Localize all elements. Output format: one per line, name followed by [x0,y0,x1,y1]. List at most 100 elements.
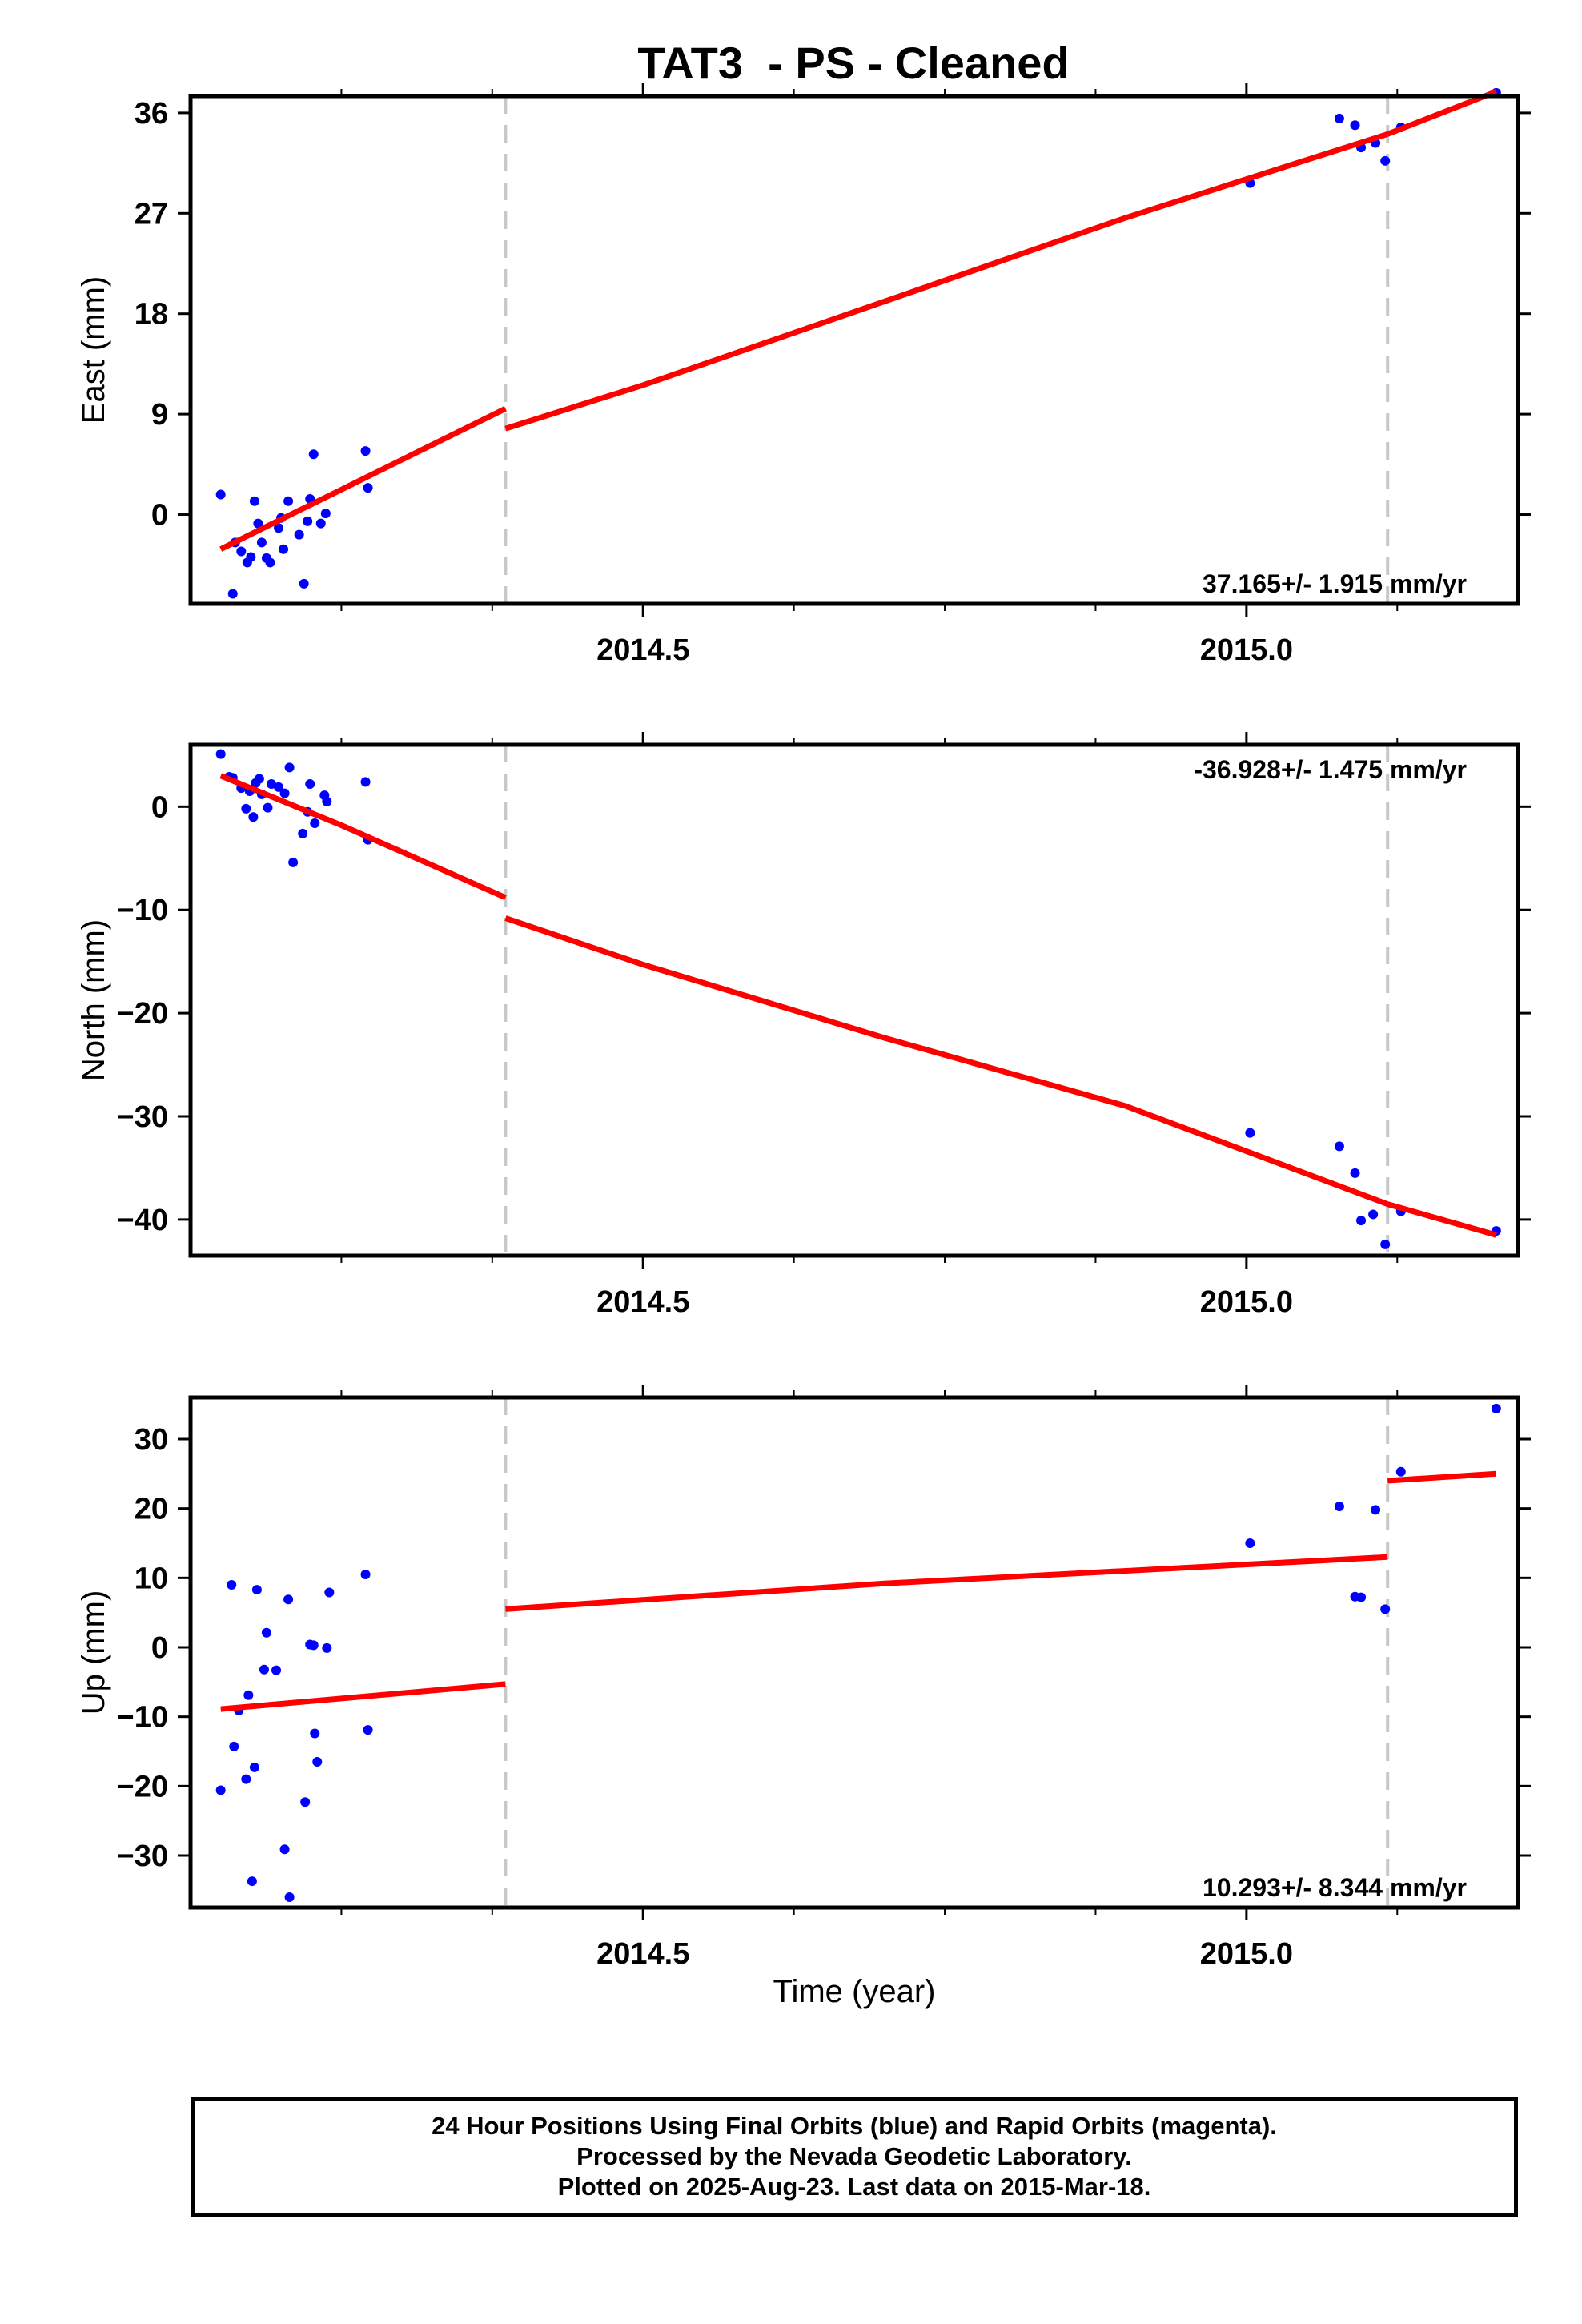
data-point [274,782,284,792]
fit-line [219,406,507,552]
data-point [271,1665,282,1675]
data-point [320,509,331,519]
data-point [294,529,304,540]
fit-line [220,1681,506,1712]
footer-line-1: 24 Hour Positions Using Final Orbits (bl… [432,2112,1277,2140]
data-point [298,828,308,838]
data-point [310,1728,320,1739]
fit-line [505,1554,1388,1612]
data-point [299,578,309,589]
data-point [227,1580,237,1590]
data-point [215,1785,226,1795]
data-point [261,1627,271,1638]
data-point [259,1664,269,1675]
panels-group: 2014.5 2015.0 0 9 18 27 36 East (mm) 37.165+/- 1… [76,83,1531,2009]
rate-label: 37.165+/- 1.915 mm/yr [1203,569,1467,598]
x-tick-label: 2015.0 [1200,1285,1293,1319]
data-point [315,518,326,529]
y-tick-label: 20 [135,1493,168,1526]
plot-frame [188,1395,1520,1910]
data-point [288,857,299,867]
data-point [305,778,315,789]
y-tick-label: 0 [151,790,168,824]
data-point [265,557,275,568]
data-point [283,496,294,506]
data-point [360,1570,371,1579]
data-point [227,589,238,599]
y-axis-label: Up (mm) [76,1590,111,1715]
fit-line [504,915,1389,1207]
data-point [279,544,289,554]
data-point [254,774,264,784]
x-tick-label: 2015.0 [1200,1937,1293,1971]
data-point [236,546,247,557]
data-point [1380,155,1391,166]
y-tick-label: −40 [117,1204,168,1237]
data-point [322,1642,332,1653]
y-tick-label: −10 [117,1701,168,1735]
data-point [1356,1592,1367,1602]
panel-3: 2014.5 2015.0 30 20 10 0 −10 −20 −30 Up (mm) 10.29… [76,1385,1531,2009]
rate-label: -36.928+/- 1.475 mm/yr [1194,755,1467,784]
y-tick-label: 30 [135,1423,168,1457]
panel-1: 2014.5 2015.0 0 9 18 27 36 East (mm) 37.165+/- 1… [76,83,1531,667]
data-point [1380,1604,1391,1614]
data-point [247,1876,257,1887]
data-point [300,1797,311,1807]
data-point [312,1757,323,1767]
data-point [248,812,259,822]
data-point [256,537,267,548]
fit-line [1387,1201,1497,1238]
data-point [249,496,259,506]
data-point [360,777,371,787]
y-tick-label: −30 [117,1100,168,1134]
data-point [229,1741,239,1751]
footer-box: 24 Hour Positions Using Final Orbits (bl… [191,2097,1518,2217]
data-point [1380,1239,1391,1249]
data-point [1371,1505,1381,1515]
footer-line-3: Plotted on 2025-Aug-23. Last data on 201… [557,2173,1151,2201]
data-point [284,1892,295,1902]
y-tick-label: −20 [117,1770,168,1803]
data-point [310,818,320,828]
data-point [1245,1538,1255,1548]
fit-line [504,131,1389,432]
x-tick-label: 2014.5 [596,1937,689,1971]
data-point [322,796,332,806]
data-point [1350,120,1360,131]
plot-frame [188,742,1520,1258]
data-point [249,1762,259,1772]
y-tick-label: 0 [151,1631,168,1665]
footer-line-2: Processed by the Nevada Geodetic Laborat… [576,2142,1132,2170]
y-tick-label: 9 [151,398,168,432]
y-tick-label: 0 [151,499,168,533]
data-point [215,489,226,500]
data-point [279,788,290,798]
data-point [1245,1128,1255,1138]
data-point [215,749,226,759]
data-point [324,1587,335,1598]
x-tick-label: 2014.5 [596,633,689,667]
data-point [263,802,273,813]
y-tick-label: 36 [135,97,168,131]
y-axis-label: East (mm) [76,276,111,424]
data-point [303,516,313,526]
data-point [266,778,276,789]
y-tick-label: 10 [135,1562,168,1595]
data-point [241,803,251,814]
fit-line [1387,1470,1497,1484]
data-point [253,518,263,529]
y-tick-label: 18 [135,298,168,332]
chart-title: TAT3 - PS - Cleaned [637,38,1069,88]
fit-line [1386,89,1498,137]
data-point [360,446,371,456]
rate-label: 10.293+/- 8.344 mm/yr [1203,1873,1467,1902]
data-point [1334,1502,1344,1512]
data-point [284,762,295,773]
panel-2: 2014.5 2015.0 0 −10 −20 −30 −40 North (mm) -36.9… [76,732,1531,1319]
data-point [363,483,373,493]
y-tick-label: 27 [135,197,168,231]
data-point [241,1774,251,1784]
data-point [1334,113,1344,123]
